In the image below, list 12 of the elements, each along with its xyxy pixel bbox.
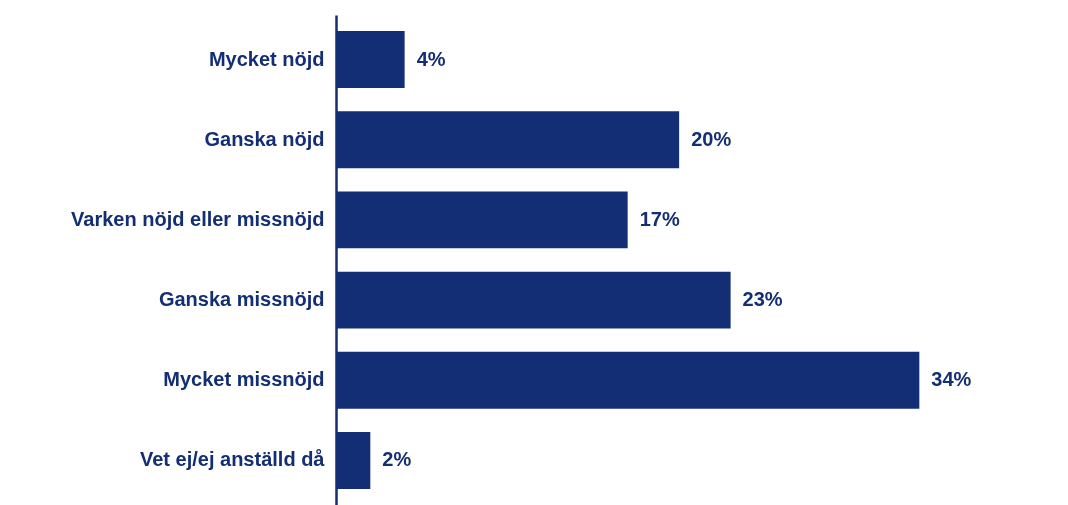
data-label: 4% — [416, 47, 446, 70]
data-label: 20% — [691, 127, 732, 150]
data-label: 17% — [639, 207, 680, 230]
data-label: 2% — [382, 448, 412, 471]
y-tick-label: Mycket missnöjd — [163, 368, 325, 391]
y-tick-label: Ganska missnöjd — [158, 288, 325, 311]
data-label: 34% — [931, 368, 972, 391]
y-tick-label: Vet ej/ej anställd då — [139, 448, 326, 471]
data-label: 23% — [742, 288, 783, 311]
y-tick-label: Varken nöjd eller missnöjd — [71, 207, 325, 230]
y-tick-label: Mycket nöjd — [208, 47, 325, 70]
y-tick-label: Ganska nöjd — [204, 127, 325, 150]
